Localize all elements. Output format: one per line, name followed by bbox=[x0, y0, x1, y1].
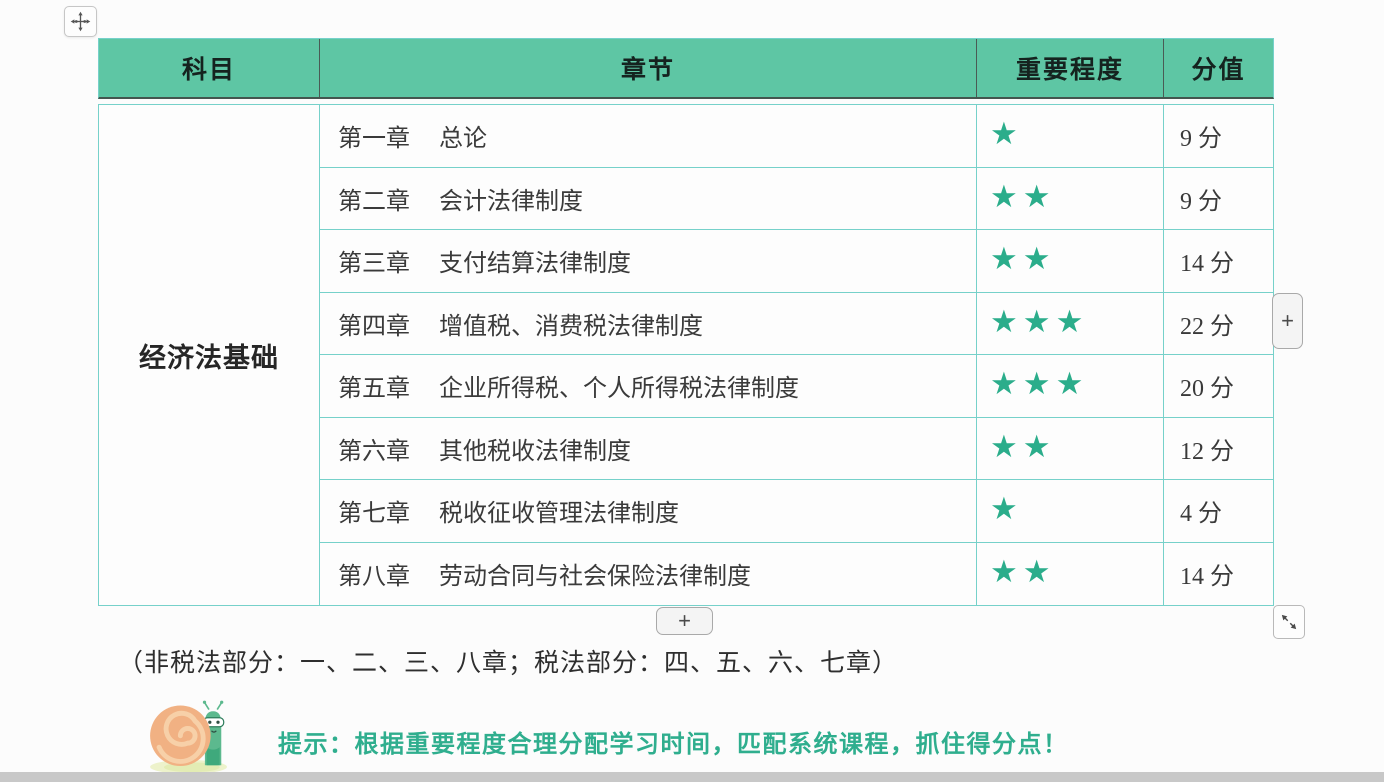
chapter-number: 第二章 bbox=[338, 188, 410, 215]
subject-label: 经济法基础 bbox=[139, 342, 279, 373]
chapter-cell[interactable]: 第四章 增值税、消费税法律制度 bbox=[320, 292, 977, 355]
chapter-number: 第七章 bbox=[338, 501, 410, 528]
score-cell[interactable]: 12 分 bbox=[1164, 418, 1273, 480]
score-cell[interactable]: 22 分 bbox=[1164, 293, 1273, 355]
score-value: 20 分 bbox=[1180, 376, 1234, 403]
header-cell-chapter[interactable]: 章节 bbox=[320, 39, 977, 97]
importance-cell[interactable]: ★★★ bbox=[977, 355, 1164, 418]
chapter-title: 其他税收法律制度 bbox=[439, 438, 631, 465]
chapter-cell[interactable]: 第八章 劳动合同与社会保险法律制度 bbox=[320, 542, 977, 605]
star-rating: ★★ bbox=[990, 178, 1056, 214]
score-cell[interactable]: 4 分 bbox=[1164, 480, 1273, 543]
chapter-number: 第四章 bbox=[338, 313, 410, 340]
star-rating: ★★★ bbox=[990, 303, 1089, 339]
add-column-button[interactable]: + bbox=[1272, 293, 1303, 349]
importance-cell[interactable]: ★★ bbox=[977, 167, 1164, 230]
star-rating: ★ bbox=[990, 116, 1023, 152]
bottom-bar bbox=[0, 772, 1384, 782]
score-cell[interactable]: 20 分 bbox=[1164, 355, 1273, 418]
score-value: 14 分 bbox=[1180, 564, 1234, 591]
star-rating: ★★ bbox=[990, 428, 1056, 464]
chapter-number: 第八章 bbox=[338, 564, 410, 591]
importance-cell[interactable]: ★ bbox=[977, 480, 1164, 543]
score-cell[interactable]: 14 分 bbox=[1164, 230, 1273, 293]
table-move-handle[interactable] bbox=[64, 6, 97, 37]
star-rating: ★★ bbox=[990, 554, 1056, 590]
table-header-row: 科目 章节 重要程度 分值 bbox=[98, 38, 1274, 99]
score-value: 22 分 bbox=[1180, 313, 1234, 340]
chapter-title: 劳动合同与社会保险法律制度 bbox=[439, 564, 751, 591]
chapter-title: 支付结算法律制度 bbox=[439, 251, 631, 278]
snail-mascot-icon bbox=[146, 697, 236, 777]
table-resize-handle[interactable] bbox=[1273, 605, 1305, 639]
score-value: 14 分 bbox=[1180, 251, 1234, 278]
star-rating: ★★★ bbox=[990, 366, 1089, 402]
chapter-cell[interactable]: 第一章 总论 bbox=[320, 105, 977, 168]
star-rating: ★ bbox=[990, 491, 1023, 527]
header-cell-importance[interactable]: 重要程度 bbox=[977, 39, 1164, 97]
table-body: 经济法基础 第一章 总论 ★ 9 分 第二章 会计法律制度 ★★ 9 分 第三章… bbox=[98, 104, 1274, 606]
score-value: 9 分 bbox=[1180, 126, 1222, 153]
importance-cell[interactable]: ★★ bbox=[977, 230, 1164, 293]
chapter-title: 总论 bbox=[439, 126, 487, 153]
star-rating: ★★ bbox=[990, 241, 1056, 277]
chapter-cell[interactable]: 第六章 其他税收法律制度 bbox=[320, 417, 977, 480]
chapter-title: 税收征收管理法律制度 bbox=[439, 501, 679, 528]
score-value: 9 分 bbox=[1180, 188, 1222, 215]
header-cell-score[interactable]: 分值 bbox=[1191, 57, 1246, 84]
chapter-title: 增值税、消费税法律制度 bbox=[439, 313, 703, 340]
chapter-number: 第一章 bbox=[338, 126, 410, 153]
chapter-cell[interactable]: 第七章 税收征收管理法律制度 bbox=[320, 480, 977, 543]
chapter-title: 会计法律制度 bbox=[439, 188, 583, 215]
chapter-cell[interactable]: 第五章 企业所得税、个人所得税法律制度 bbox=[320, 355, 977, 418]
chapter-number: 第六章 bbox=[338, 438, 410, 465]
importance-cell[interactable]: ★★ bbox=[977, 417, 1164, 480]
chapter-cell[interactable]: 第三章 支付结算法律制度 bbox=[320, 230, 977, 293]
score-cell[interactable]: 14 分 bbox=[1164, 543, 1273, 606]
chapter-cell[interactable]: 第二章 会计法律制度 bbox=[320, 167, 977, 230]
add-row-button[interactable]: + bbox=[656, 607, 713, 635]
importance-cell[interactable]: ★★★ bbox=[977, 292, 1164, 355]
resize-icon bbox=[1281, 614, 1297, 630]
header-cell-subject[interactable]: 科目 bbox=[99, 39, 320, 97]
chapter-number: 第三章 bbox=[338, 251, 410, 278]
tip-row: 提示：根据重要程度合理分配学习时间，匹配系统课程，抓住得分点！ bbox=[146, 697, 1069, 777]
importance-cell[interactable]: ★ bbox=[977, 105, 1164, 168]
score-cell[interactable]: 9 分 bbox=[1164, 168, 1273, 230]
score-value: 4 分 bbox=[1180, 501, 1222, 528]
score-cell[interactable]: 9 分 bbox=[1164, 105, 1273, 168]
move-icon bbox=[70, 11, 91, 32]
tip-text: 提示：根据重要程度合理分配学习时间，匹配系统课程，抓住得分点！ bbox=[278, 731, 1069, 758]
chapter-title: 企业所得税、个人所得税法律制度 bbox=[439, 376, 799, 403]
footnote-text: （非税法部分：一、二、三、八章；税法部分：四、五、六、七章） bbox=[118, 650, 899, 677]
score-value: 12 分 bbox=[1180, 438, 1234, 465]
subject-cell[interactable]: 经济法基础 bbox=[99, 105, 320, 605]
chapter-number: 第五章 bbox=[338, 376, 410, 403]
importance-cell[interactable]: ★★ bbox=[977, 542, 1164, 605]
